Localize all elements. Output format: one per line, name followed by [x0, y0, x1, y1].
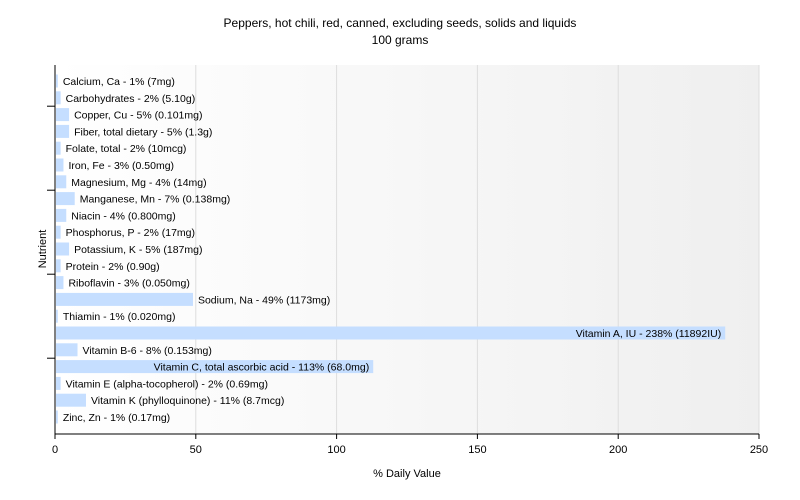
bar-label: Vitamin A, IU - 238% (11892IU)	[576, 328, 722, 340]
x-tick-label: 100	[327, 444, 345, 456]
bar	[56, 259, 61, 273]
x-tick-label: 250	[750, 444, 768, 456]
bar	[56, 292, 193, 306]
bar	[56, 360, 374, 374]
bar	[56, 309, 58, 323]
x-tick-label: 50	[190, 444, 202, 456]
bar-label: Fiber, total dietary - 5% (1.3g)	[74, 126, 212, 138]
axes	[47, 65, 759, 435]
bar	[56, 393, 86, 407]
bar	[56, 175, 67, 189]
bar-label: Sodium, Na - 49% (1173mg)	[198, 294, 330, 306]
bar-label: Manganese, Mn - 7% (0.138mg)	[80, 194, 231, 206]
bar-label: Folate, total - 2% (10mcg)	[66, 143, 187, 155]
bar-label: Carbohydrates - 2% (5.10g)	[66, 93, 196, 105]
bar-label: Vitamin C, total ascorbic acid - 113% (6…	[154, 362, 370, 374]
x-tick-label: 150	[468, 444, 486, 456]
bar	[56, 124, 70, 138]
bar-label: Iron, Fe - 3% (0.50mg)	[68, 160, 174, 172]
bar-label: Vitamin B-6 - 8% (0.153mg)	[83, 345, 212, 357]
bar-label: Thiamin - 1% (0.020mg)	[63, 311, 176, 323]
bar	[56, 208, 67, 222]
bar-label: Phosphorus, P - 2% (17mg)	[66, 227, 195, 239]
bar	[56, 158, 64, 172]
bar	[56, 376, 61, 390]
bar-label: Vitamin E (alpha-tocopherol) - 2% (0.69m…	[66, 378, 268, 390]
x-axis-title: % Daily Value	[373, 468, 441, 480]
bar	[56, 108, 70, 122]
bar-label: Protein - 2% (0.90g)	[66, 261, 160, 273]
bar	[56, 343, 78, 357]
x-tick-label: 0	[52, 444, 58, 456]
bar	[56, 326, 726, 340]
bar	[56, 91, 61, 105]
bar-label: Magnesium, Mg - 4% (14mg)	[71, 177, 206, 189]
y-axis-title: Nutrient	[37, 230, 49, 269]
bar-label: Potassium, K - 5% (187mg)	[74, 244, 202, 256]
bar	[56, 225, 61, 239]
chart-subtitle: 100 grams	[372, 33, 429, 47]
bar	[56, 74, 58, 88]
bars: Calcium, Ca - 1% (7mg) Carbohydrates - 2%…	[56, 74, 726, 424]
bar	[56, 276, 64, 290]
bar-label: Copper, Cu - 5% (0.101mg)	[74, 110, 202, 122]
x-tick-label: 200	[609, 444, 627, 456]
bar-label: Niacin - 4% (0.800mg)	[71, 210, 175, 222]
bar-label: Riboflavin - 3% (0.050mg)	[68, 278, 189, 290]
bar	[56, 242, 70, 256]
bar-label: Vitamin K (phylloquinone) - 11% (8.7mcg)	[91, 395, 284, 407]
bar	[56, 141, 61, 155]
bar	[56, 410, 58, 424]
chart-title: Peppers, hot chili, red, canned, excludi…	[224, 16, 577, 30]
bar-label: Calcium, Ca - 1% (7mg)	[63, 76, 175, 88]
bar	[56, 192, 75, 206]
bar-label: Zinc, Zn - 1% (0.17mg)	[63, 412, 170, 424]
x-ticks: 0 50 100 150 200 250	[52, 434, 768, 456]
